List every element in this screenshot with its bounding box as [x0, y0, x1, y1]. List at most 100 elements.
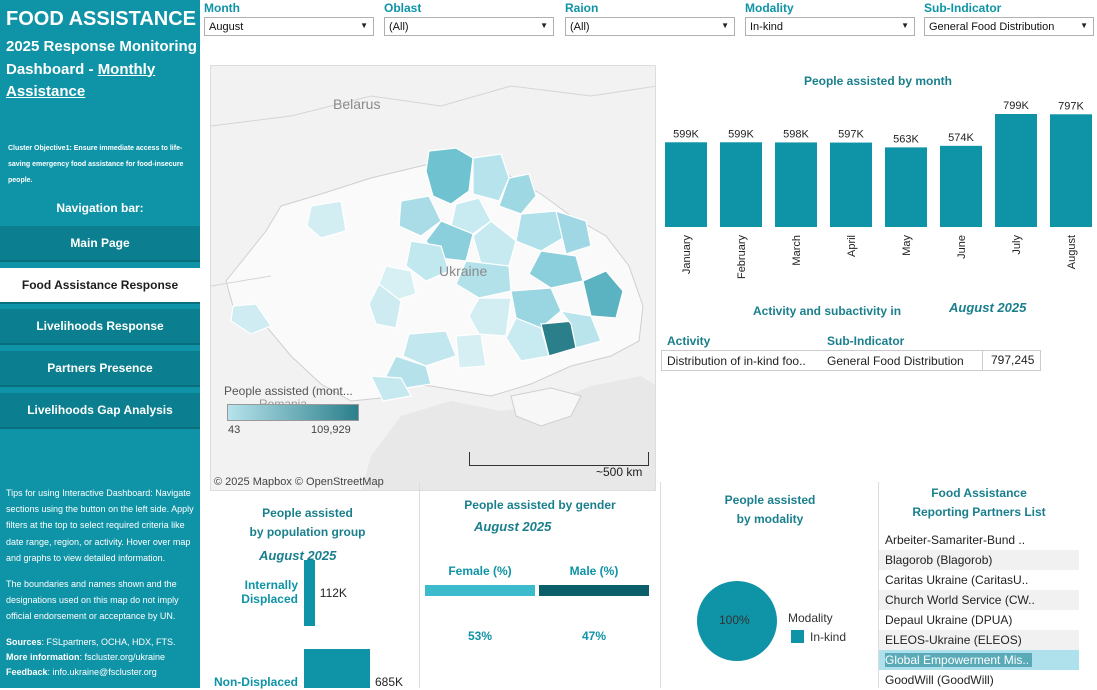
filter-modality: Modality In-kind ▼ — [745, 0, 915, 36]
filter-raion-label: Raion — [565, 1, 599, 15]
filter-sub-indicator: Sub-Indicator General Food Distribution ▼ — [924, 0, 1094, 36]
partner-highlight: Global Empowerment Mis.. — [885, 653, 1033, 667]
population-period: August 2025 — [259, 548, 337, 563]
partner-list-item[interactable]: Caritas Ukraine (CaritasU.. — [885, 573, 1029, 587]
bar-category-label: July — [1011, 235, 1023, 255]
bar-may[interactable] — [885, 147, 927, 227]
partner-list-item-highlighted[interactable]: Global Empowerment Mis.. — [879, 650, 1079, 670]
nav-livelihoods-gap-analysis[interactable]: Livelihoods Gap Analysis — [0, 393, 200, 429]
filter-month: Month August ▼ — [204, 0, 374, 36]
nav-main-page[interactable]: Main Page — [0, 226, 200, 262]
gender-female-pct: 53% — [467, 629, 493, 643]
modality-pie-chart[interactable] — [697, 581, 777, 661]
bar-value-label: 597K — [838, 129, 864, 141]
oblast-regions[interactable] — [230, 147, 624, 402]
sources-line: Sources: FSLpartners, OCHA, HDX, FTS. — [6, 635, 194, 650]
partners-title-line2: Reporting Partners List — [912, 505, 1046, 519]
month-select[interactable]: August ▼ — [204, 17, 374, 36]
partner-list-item[interactable]: Depaul Ukraine (DPUA) — [885, 613, 1013, 627]
divider — [419, 482, 420, 688]
partner-list-item[interactable]: Church World Service (CW.. — [879, 590, 1079, 610]
black-sea — [361, 376, 655, 490]
pop-group-bar-non-displaced[interactable] — [304, 649, 370, 688]
more-info-text[interactable]: : fscluster.org/ukraine — [79, 651, 166, 662]
bar-value-label: 797K — [1058, 100, 1084, 112]
bar-category-label: March — [791, 235, 803, 266]
pie-slice-in-kind — [697, 581, 777, 661]
activity-title: Activity and subactivity in — [753, 304, 902, 318]
modality-title-line1: People assisted — [724, 493, 816, 507]
more-info-line: More information: fscluster.org/ukraine — [6, 650, 194, 665]
subtitle-link[interactable]: Monthly Assistance — [6, 60, 156, 101]
partner-list-item[interactable]: GoodWill (GoodWill) — [885, 673, 994, 687]
bar-category-label: January — [681, 235, 693, 275]
pop-group-label-non-displaced: Non-Displaced — [213, 675, 298, 689]
partner-list-item[interactable]: ELEOS-Ukraine (ELEOS) — [879, 630, 1079, 650]
dashboard-subtitle: 2025 Response Monitoring Dashboard - Mon… — [6, 36, 200, 104]
dropdown-arrow-icon: ▼ — [1080, 21, 1088, 30]
modality-select-value: In-kind — [750, 21, 784, 33]
nav-label: Navigation bar: — [56, 201, 144, 215]
filter-modality-label: Modality — [745, 1, 794, 15]
bar-january[interactable] — [665, 142, 707, 227]
gender-title: People assisted by gender — [464, 498, 616, 512]
gender-female-bar[interactable] — [425, 585, 535, 596]
bar-category-label: April — [846, 235, 858, 257]
activity-table-row[interactable]: Distribution of in-kind foo.. General Fo… — [661, 350, 1041, 371]
map-legend-gradient — [227, 404, 359, 421]
partners-title-line1: Food Assistance — [931, 486, 1027, 500]
map-legend-title: People assisted (mont... — [224, 384, 353, 398]
bar-category-label: June — [956, 235, 968, 259]
modality-select[interactable]: In-kind ▼ — [745, 17, 915, 36]
map-label-ukraine: Ukraine — [439, 263, 488, 279]
month-select-value: August — [209, 21, 244, 33]
modality-title-line2: by modality — [736, 512, 804, 526]
nav-food-assistance-response[interactable]: Food Assistance Response — [0, 268, 200, 304]
map-legend-min: 43 — [228, 424, 241, 436]
bar-category-label: February — [736, 235, 748, 280]
feedback-line: Feedback: info.ukraine@fscluster.org — [6, 665, 194, 680]
gender-male-bar[interactable] — [539, 585, 649, 596]
oblast-select[interactable]: (All) ▼ — [384, 17, 554, 36]
bar-june[interactable] — [940, 145, 982, 227]
partner-list-item[interactable]: Arbeiter-Samariter-Bund .. — [885, 533, 1026, 547]
dropdown-arrow-icon: ▼ — [901, 21, 909, 30]
chart-title-by-month: People assisted by month — [803, 74, 953, 88]
divider — [660, 482, 661, 688]
sources-text: : FSLpartners, OCHA, HDX, FTS. — [41, 636, 176, 647]
pop-group-value-non-displaced: 685K — [375, 675, 404, 689]
partner-list-item[interactable]: Blagorob (Blagorob) — [879, 550, 1079, 570]
bar-chart-by-month[interactable]: 599K January 599K February 598K March 597K Apri… — [660, 90, 1097, 290]
pop-group-label-idp: Internally Displaced — [200, 578, 298, 606]
raion-select[interactable]: (All) ▼ — [565, 17, 735, 36]
nav-partners-presence[interactable]: Partners Presence — [0, 351, 200, 387]
feedback-text[interactable]: : info.ukraine@fscluster.org — [47, 666, 157, 677]
bar-category-label: August — [1066, 235, 1078, 269]
map-scale-bar — [469, 452, 649, 466]
choropleth-map[interactable]: Belarus Ukraine Romania People assisted … — [210, 65, 656, 491]
bar-july[interactable] — [995, 114, 1037, 227]
sub-indicator-cell: General Food Distribution — [827, 354, 964, 368]
bar-value-label: 599K — [673, 128, 699, 140]
divider — [878, 482, 879, 688]
pop-group-label-idp-line2: Displaced — [241, 592, 298, 606]
map-credit[interactable]: © 2025 Mapbox © OpenStreetMap — [214, 476, 384, 488]
filter-raion: Raion (All) ▼ — [565, 0, 735, 36]
sub-indicator-select[interactable]: General Food Distribution ▼ — [924, 17, 1094, 36]
pop-group-bar-idp[interactable] — [304, 560, 315, 626]
map-label-belarus: Belarus — [333, 96, 381, 112]
bar-august[interactable] — [1050, 114, 1092, 227]
disclaimer-text: The boundaries and names shown and the d… — [6, 579, 179, 622]
filter-sub-indicator-label: Sub-Indicator — [924, 1, 1002, 15]
nav-livelihoods-response[interactable]: Livelihoods Response — [0, 309, 200, 345]
filter-oblast-label: Oblast — [384, 1, 422, 15]
bar-march[interactable] — [775, 142, 817, 227]
modality-legend-title: Modality — [788, 611, 833, 625]
pop-group-label-idp-line1: Internally — [244, 578, 298, 592]
sub-indicator-col-header: Sub-Indicator — [827, 334, 905, 348]
bar-value-label: 799K — [1003, 100, 1029, 112]
raion-select-value: (All) — [570, 21, 590, 33]
bar-february[interactable] — [720, 142, 762, 227]
bar-april[interactable] — [830, 142, 872, 227]
partners-list[interactable]: Arbeiter-Samariter-Bund .. Blagorob (Bla… — [879, 530, 1079, 690]
